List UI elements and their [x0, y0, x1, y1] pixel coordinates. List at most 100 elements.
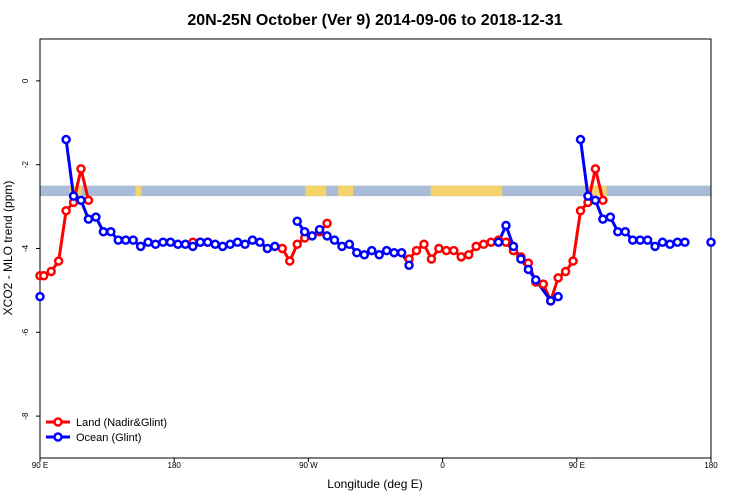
series-point-1	[493, 237, 504, 247]
legend-label-land: Land (Nadir&Glint)	[76, 417, 167, 429]
series-point-1	[120, 235, 131, 245]
band-land-segment	[338, 185, 354, 197]
series-point-1	[531, 275, 541, 285]
series-point-1	[299, 226, 310, 237]
series-point-1	[150, 239, 161, 250]
series-point-1	[396, 247, 407, 258]
y-tick-label: 0	[21, 78, 30, 83]
series-point-0	[38, 270, 49, 281]
band-ocean	[40, 185, 711, 197]
series-point-1	[307, 231, 317, 241]
series-point-1	[329, 235, 340, 245]
series-point-0	[590, 164, 601, 174]
series-point-0	[53, 256, 64, 266]
series-point-0	[538, 279, 548, 289]
legend-label-ocean: Ocean (Glint)	[76, 432, 141, 444]
series-point-1	[605, 212, 616, 222]
series-point-1	[292, 216, 302, 227]
series-point-1	[575, 134, 586, 145]
series-point-0	[426, 254, 437, 264]
series-point-1	[210, 239, 220, 250]
legend-marker-land	[53, 417, 63, 427]
series-point-1	[650, 241, 660, 252]
series-point-1	[195, 237, 206, 247]
series-point-1	[389, 247, 399, 258]
series-point-1	[598, 214, 608, 224]
series-point-1	[106, 226, 116, 237]
series-point-0	[501, 237, 511, 247]
series-point-0	[568, 256, 578, 266]
series-point-0	[46, 266, 56, 277]
series-point-1	[143, 237, 153, 247]
y-axis: 0 -2 -4 -6 -8	[21, 78, 40, 420]
x-tick-label: 0	[440, 461, 445, 470]
series-point-1	[83, 214, 94, 224]
series-point-0	[76, 164, 86, 174]
x-tick-label: 90 E	[569, 461, 585, 470]
series-point-1	[680, 237, 690, 247]
series-point-1	[337, 241, 347, 252]
series-point-1	[158, 237, 168, 247]
series-line-0	[40, 167, 90, 278]
series-point-1	[381, 245, 392, 256]
land-band	[40, 185, 711, 197]
series-point-1	[613, 226, 623, 237]
series-point-0	[322, 218, 332, 229]
series-point-1	[98, 226, 109, 237]
series-point-0	[486, 237, 496, 247]
x-tick-label: 90 E	[32, 461, 48, 470]
series-point-1	[635, 235, 645, 245]
series-point-0	[292, 239, 302, 250]
series-point-1	[627, 235, 638, 245]
series-point-1	[61, 134, 71, 145]
band-land-segment	[305, 185, 327, 197]
series-point-1	[113, 235, 124, 245]
series-point-1	[508, 241, 519, 252]
series-point-1	[545, 296, 556, 306]
series-point-1	[672, 237, 683, 247]
series-point-1	[642, 235, 653, 245]
series-point-1	[352, 247, 362, 258]
series-point-1	[404, 260, 414, 271]
series-point-0	[277, 243, 288, 254]
series-point-0	[553, 273, 563, 283]
series-point-1	[665, 239, 675, 250]
series-point-0	[419, 239, 429, 250]
series-point-1	[344, 239, 355, 250]
y-tick-label: -8	[21, 412, 30, 420]
series-point-1	[173, 239, 183, 250]
y-tick-label: -4	[21, 244, 30, 252]
series-point-0	[411, 245, 422, 256]
series-point-1	[553, 291, 563, 302]
series-point-1	[247, 235, 258, 245]
series-point-0	[478, 239, 489, 250]
series-point-0	[575, 206, 586, 216]
series-point-1	[367, 245, 377, 256]
x-tick-label: 180	[168, 461, 182, 470]
series-point-1	[180, 239, 191, 250]
series-point-1	[128, 235, 138, 245]
series-point-0	[456, 252, 466, 262]
series-point-0	[83, 195, 94, 206]
series-point-1	[91, 212, 101, 222]
series-point-1	[314, 224, 325, 235]
series-point-1	[68, 191, 79, 201]
series-point-1	[188, 241, 198, 252]
series-point-1	[225, 239, 235, 250]
series-point-0	[285, 256, 295, 266]
series-point-0	[463, 250, 474, 260]
series-point-0	[61, 206, 71, 216]
series-point-1	[270, 241, 280, 252]
series-point-1	[501, 220, 511, 231]
series-point-1	[706, 237, 716, 247]
series-lines	[40, 139, 685, 303]
x-axis-label: Longitude (deg E)	[327, 477, 422, 491]
series-point-1	[657, 237, 668, 247]
band-land-segment	[585, 185, 607, 197]
series-point-1	[516, 254, 526, 264]
series-points	[35, 134, 716, 306]
series-point-0	[560, 266, 571, 277]
band-land-segment	[135, 185, 142, 197]
series-point-1	[35, 291, 45, 302]
